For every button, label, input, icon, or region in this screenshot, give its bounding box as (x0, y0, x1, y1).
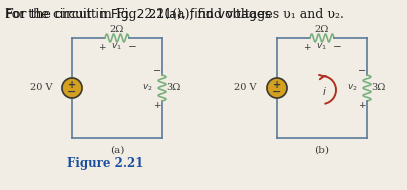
Text: +: + (273, 80, 281, 90)
Text: −: − (333, 42, 341, 52)
Text: +: + (153, 101, 161, 109)
Text: $v_2$: $v_2$ (347, 83, 358, 93)
Text: Figure 2.21: Figure 2.21 (67, 157, 143, 169)
Text: +: + (98, 43, 106, 51)
Text: (a): (a) (110, 146, 124, 154)
Text: 2Ω: 2Ω (315, 25, 329, 33)
Text: $v_1$: $v_1$ (315, 42, 326, 52)
Text: +: + (68, 80, 76, 90)
Text: −: − (67, 87, 77, 97)
Text: $v_2$: $v_2$ (142, 83, 153, 93)
Text: −: − (128, 42, 136, 52)
Text: For the circuit in Fig. 2.21(a), find voltages υ₁ and υ₂.: For the circuit in Fig. 2.21(a), find vo… (5, 8, 344, 21)
Text: (b): (b) (315, 146, 330, 154)
Text: −: − (358, 66, 366, 76)
Text: +: + (358, 101, 366, 109)
Text: +: + (303, 43, 311, 51)
Circle shape (267, 78, 287, 98)
Text: 3Ω: 3Ω (166, 83, 180, 93)
Text: 20 V: 20 V (234, 83, 257, 93)
Text: For the circuit in Fig. 2.21(a), find voltages: For the circuit in Fig. 2.21(a), find vo… (5, 8, 275, 21)
Text: 3Ω: 3Ω (371, 83, 385, 93)
Circle shape (62, 78, 82, 98)
Text: −: − (153, 66, 161, 76)
Text: 20 V: 20 V (29, 83, 52, 93)
Text: $i$: $i$ (322, 85, 326, 97)
Text: −: − (272, 87, 282, 97)
Text: $v_1$: $v_1$ (111, 42, 121, 52)
Text: 2Ω: 2Ω (110, 25, 124, 33)
